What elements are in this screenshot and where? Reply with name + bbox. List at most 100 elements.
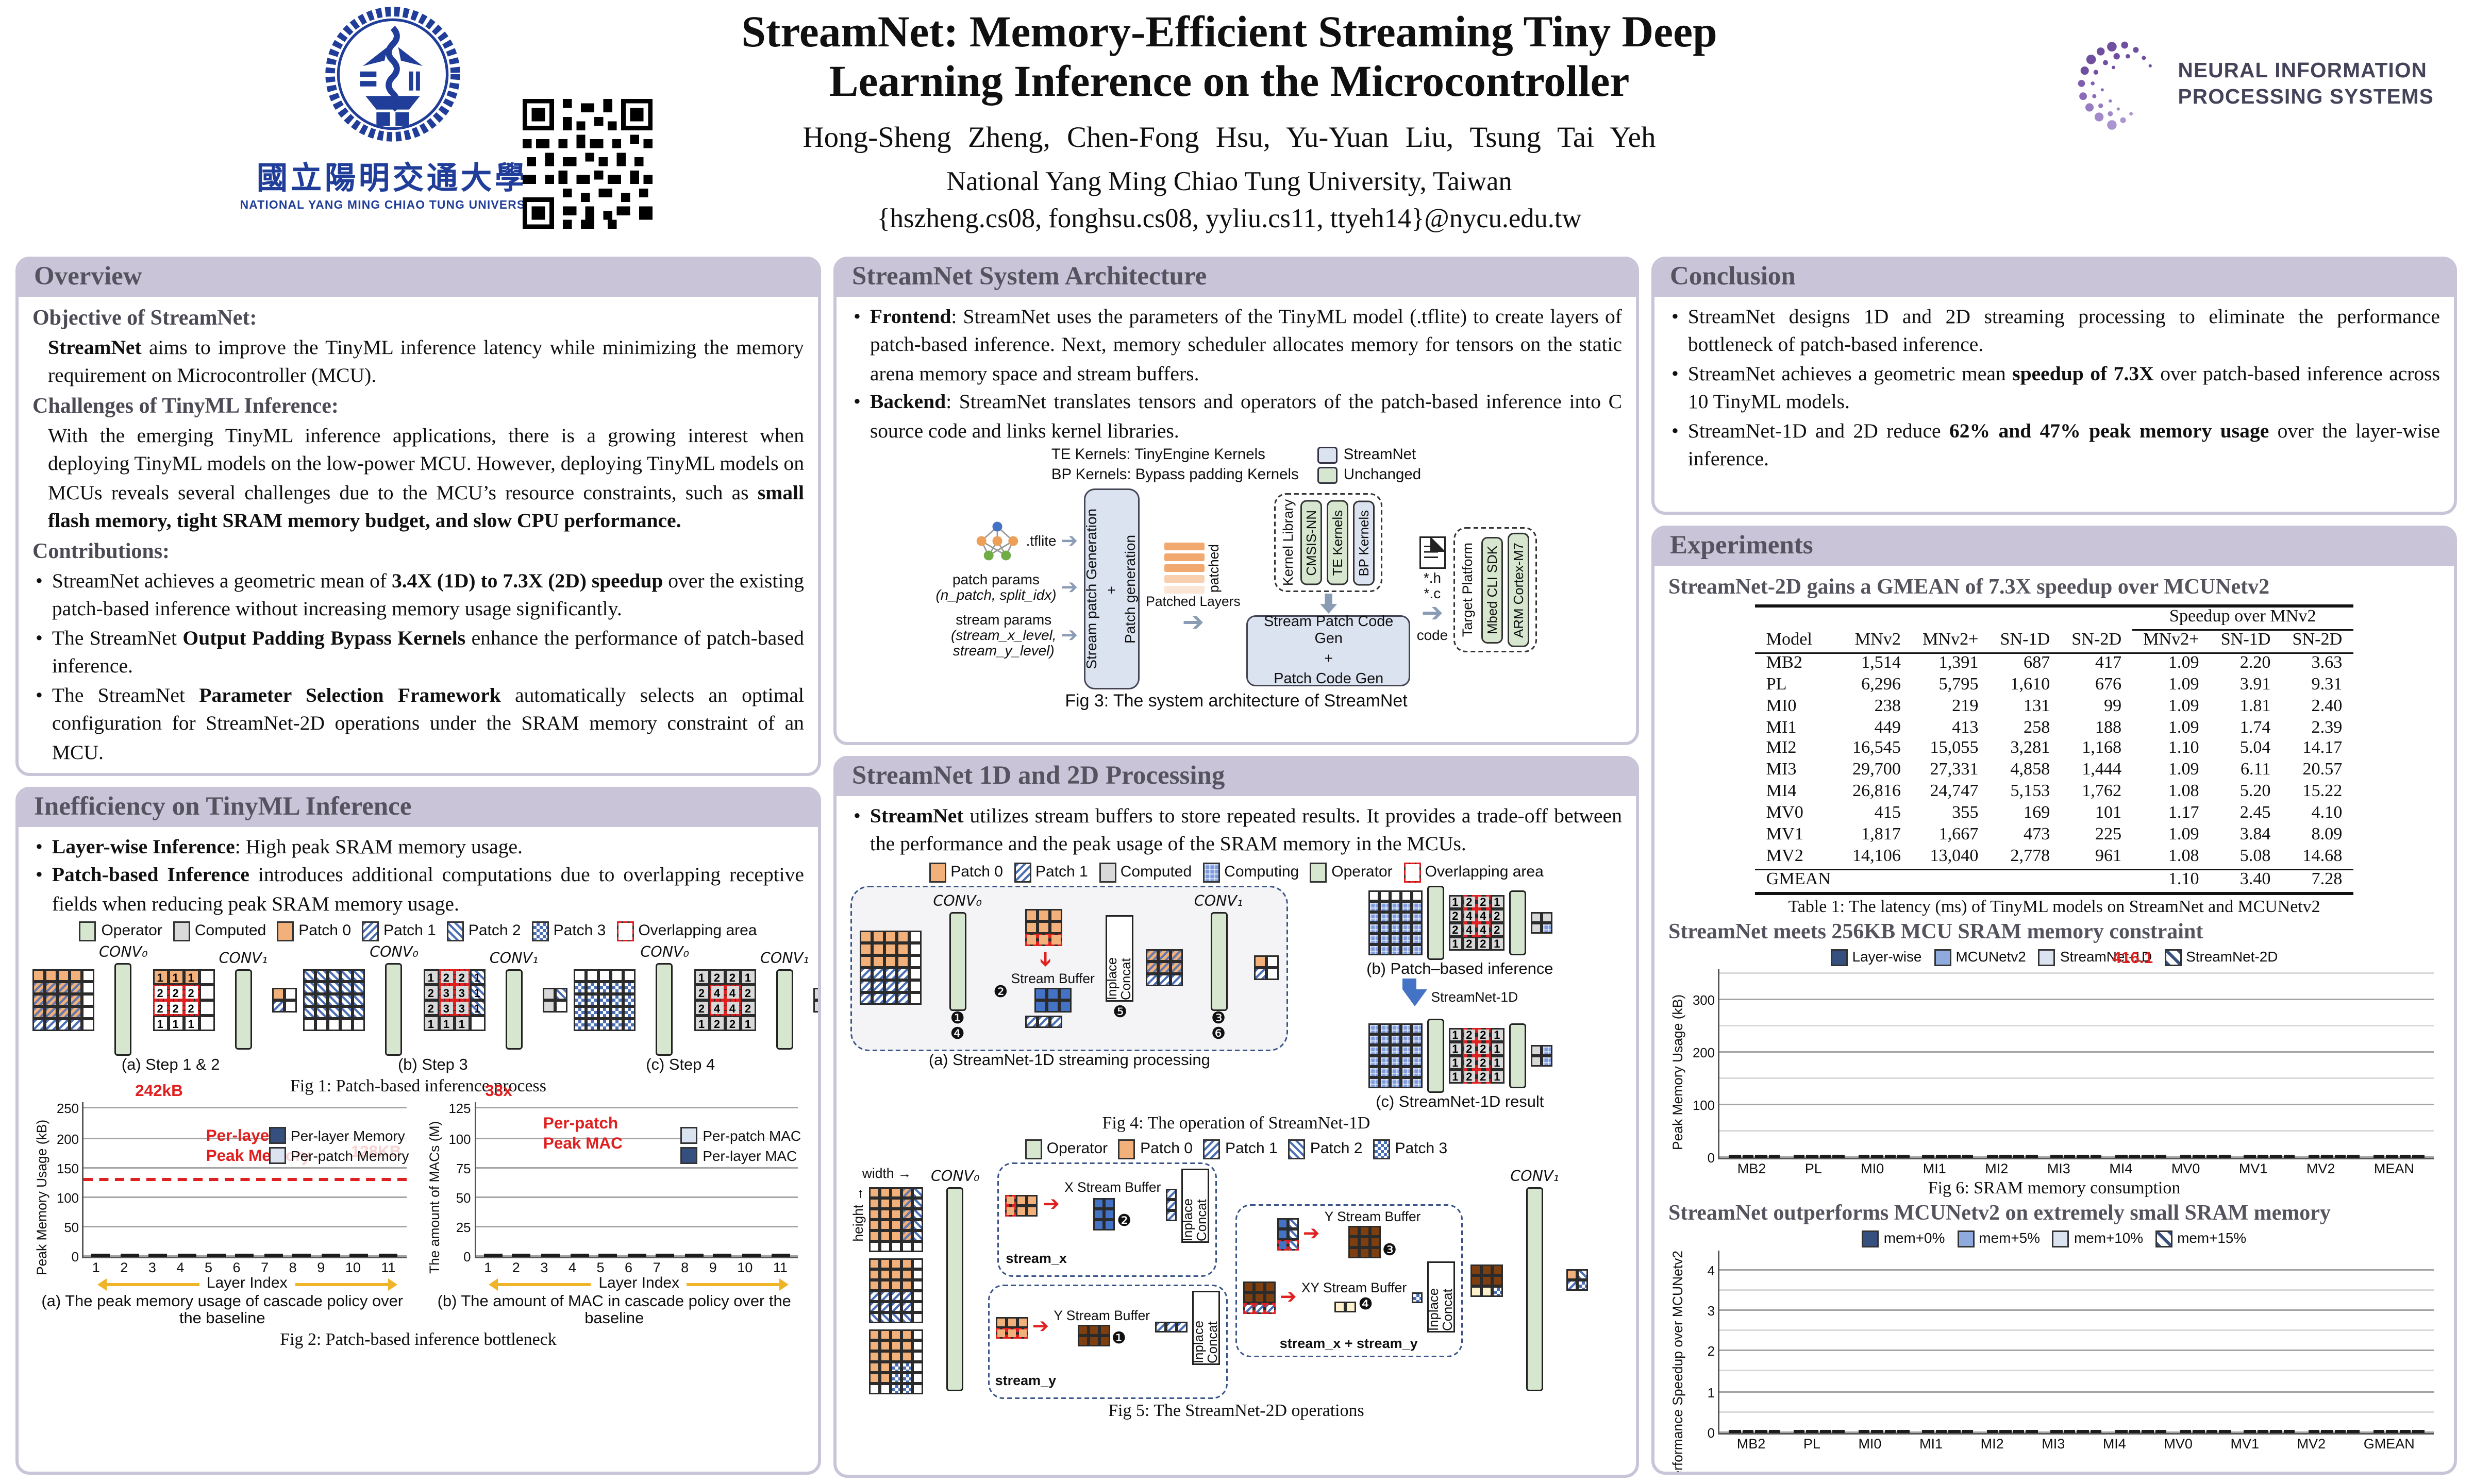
fig4c-caption: (c) StreamNet-1D result: [1376, 1094, 1544, 1111]
y-tick-label: 100: [1692, 1097, 1715, 1113]
grid-cell: [45, 1019, 57, 1032]
grid-cell: 1: [1490, 1041, 1504, 1056]
legend-item: Patch 1: [1203, 1139, 1278, 1159]
patched-layers-icon: [1164, 542, 1205, 594]
bar: [1833, 1429, 1845, 1433]
grid-cell: [909, 981, 922, 993]
grid-cell: [880, 1280, 891, 1292]
grid-cell: [909, 931, 922, 944]
bar-overlay: [684, 1254, 704, 1258]
grid-cell: [869, 1384, 880, 1395]
grid-cell: [909, 968, 922, 981]
grid-cell: [1038, 921, 1050, 934]
grid-cell: [901, 1270, 912, 1281]
grid-cell: 2: [693, 1001, 709, 1017]
grid-cell: [1276, 1218, 1288, 1229]
op-swatch-icon: [1025, 1139, 1042, 1159]
fig4-diagram: CONV₀ ❶ ❹ ➔ ❷ Stream Buffer: [850, 885, 1622, 1111]
grid-cell: [1158, 962, 1171, 975]
fig4-caption: Fig 4: The operation of StreamNet-1D: [1102, 1114, 1370, 1133]
legend-item: mem+10%: [2052, 1230, 2143, 1247]
bar: [1833, 1154, 1845, 1158]
table-cell: 15,055: [1930, 739, 1979, 758]
table-row: MI3 29,700 27,331 4,858 1,444 1.09 6.11 20.57: [1756, 761, 2353, 783]
tensor-grid: [1367, 890, 1422, 955]
legend-item: MCUNetv2: [1934, 949, 2026, 966]
bar-group: [1922, 1154, 1974, 1158]
grid-cell: 2: [1462, 895, 1476, 909]
grid-cell: [1367, 1066, 1379, 1077]
y-tick-label: 100: [448, 1131, 471, 1146]
legend-label: Operator: [101, 923, 162, 941]
bar-overlay: [512, 1254, 531, 1258]
bar: [1935, 1429, 1947, 1433]
university-emblem-icon: [325, 7, 460, 142]
minor-gridline: [1719, 1411, 2434, 1413]
grid-cell: 2: [709, 1016, 725, 1032]
bar: [2128, 1429, 2141, 1433]
grid-cell: [901, 1330, 912, 1341]
grid-cell: [1276, 1239, 1288, 1251]
neurips-swirl-icon: [2077, 41, 2151, 130]
grid-cell: [1470, 1264, 1481, 1275]
grid-cell: [1481, 1275, 1492, 1286]
bar: [2244, 1154, 2256, 1158]
grid-cell: [1253, 1302, 1265, 1313]
bar-overlay: [742, 1254, 761, 1258]
grid-cell: [1264, 1302, 1276, 1313]
x-tick-label: 4: [568, 1260, 576, 1276]
bar: [120, 1254, 139, 1258]
chart-row: Peak Memory Usage (kB) 0 100 200 300 416.1 MB2…: [1668, 949, 2440, 1176]
y-tick-label: 0: [71, 1250, 79, 1266]
x-stream-buffer-label: X Stream Buffer: [1064, 1180, 1161, 1196]
bar: [2348, 1429, 2360, 1433]
series-swatch-icon: [269, 1127, 287, 1145]
grid-cell: [869, 1341, 880, 1352]
bar: [2064, 1154, 2076, 1158]
x-axis-label: Layer Index: [474, 1276, 805, 1293]
bar-group: [321, 1254, 340, 1258]
series-swatch-icon: [2052, 1230, 2069, 1247]
grid-cell: 2: [1462, 1027, 1476, 1042]
grid-cell: [901, 1231, 912, 1242]
legend-label: Patch 1: [383, 923, 436, 941]
minor-gridline: [1719, 1370, 2434, 1372]
table-cell: 5,153: [2010, 782, 2050, 801]
grid-cell: [1050, 908, 1063, 921]
grid-cell: [869, 1209, 880, 1221]
table-cell: 188: [2095, 718, 2122, 737]
grid-cell: [1378, 890, 1390, 901]
grid-cell: [1006, 1317, 1017, 1328]
grid-cell: [912, 1259, 923, 1270]
x-tick-label: 10: [345, 1260, 361, 1276]
grid-cell: [598, 970, 611, 983]
y-tick-label: 150: [56, 1160, 79, 1176]
grid-cell: [1530, 1044, 1541, 1056]
gridline: [1719, 999, 2434, 1001]
bar-overlay: [207, 1254, 225, 1258]
table-cell: 3.84: [2239, 825, 2271, 845]
grid-cell: [912, 1330, 923, 1341]
table-cell: 4,858: [2010, 761, 2050, 780]
table-cell: 99: [2103, 696, 2122, 715]
table-cell: 2.40: [2311, 696, 2343, 715]
grid-cell: [1492, 1275, 1503, 1286]
grid-cell: [82, 970, 94, 983]
contribution-item: StreamNet achieves a geometric mean of 3…: [32, 567, 804, 625]
tensor-grid: [303, 970, 365, 1032]
grid-cell: [872, 981, 884, 993]
grid-cell: [891, 1270, 901, 1281]
table-cell: MB2: [1766, 653, 1802, 672]
table-row: MV0 415 355 169 101 1.17 2.45 4.10: [1756, 804, 2353, 825]
grid-cell: [872, 943, 884, 956]
legend-item: Patch 3: [1373, 1139, 1447, 1159]
challenges-heading: Challenges of TinyML Inference:: [32, 395, 339, 419]
grid-cell: 4: [1462, 908, 1476, 923]
grid-cell: [880, 1362, 891, 1374]
grid-cell: [860, 931, 872, 944]
legend-item: Computed: [173, 922, 266, 942]
table-cell: MV0: [1766, 804, 1803, 823]
